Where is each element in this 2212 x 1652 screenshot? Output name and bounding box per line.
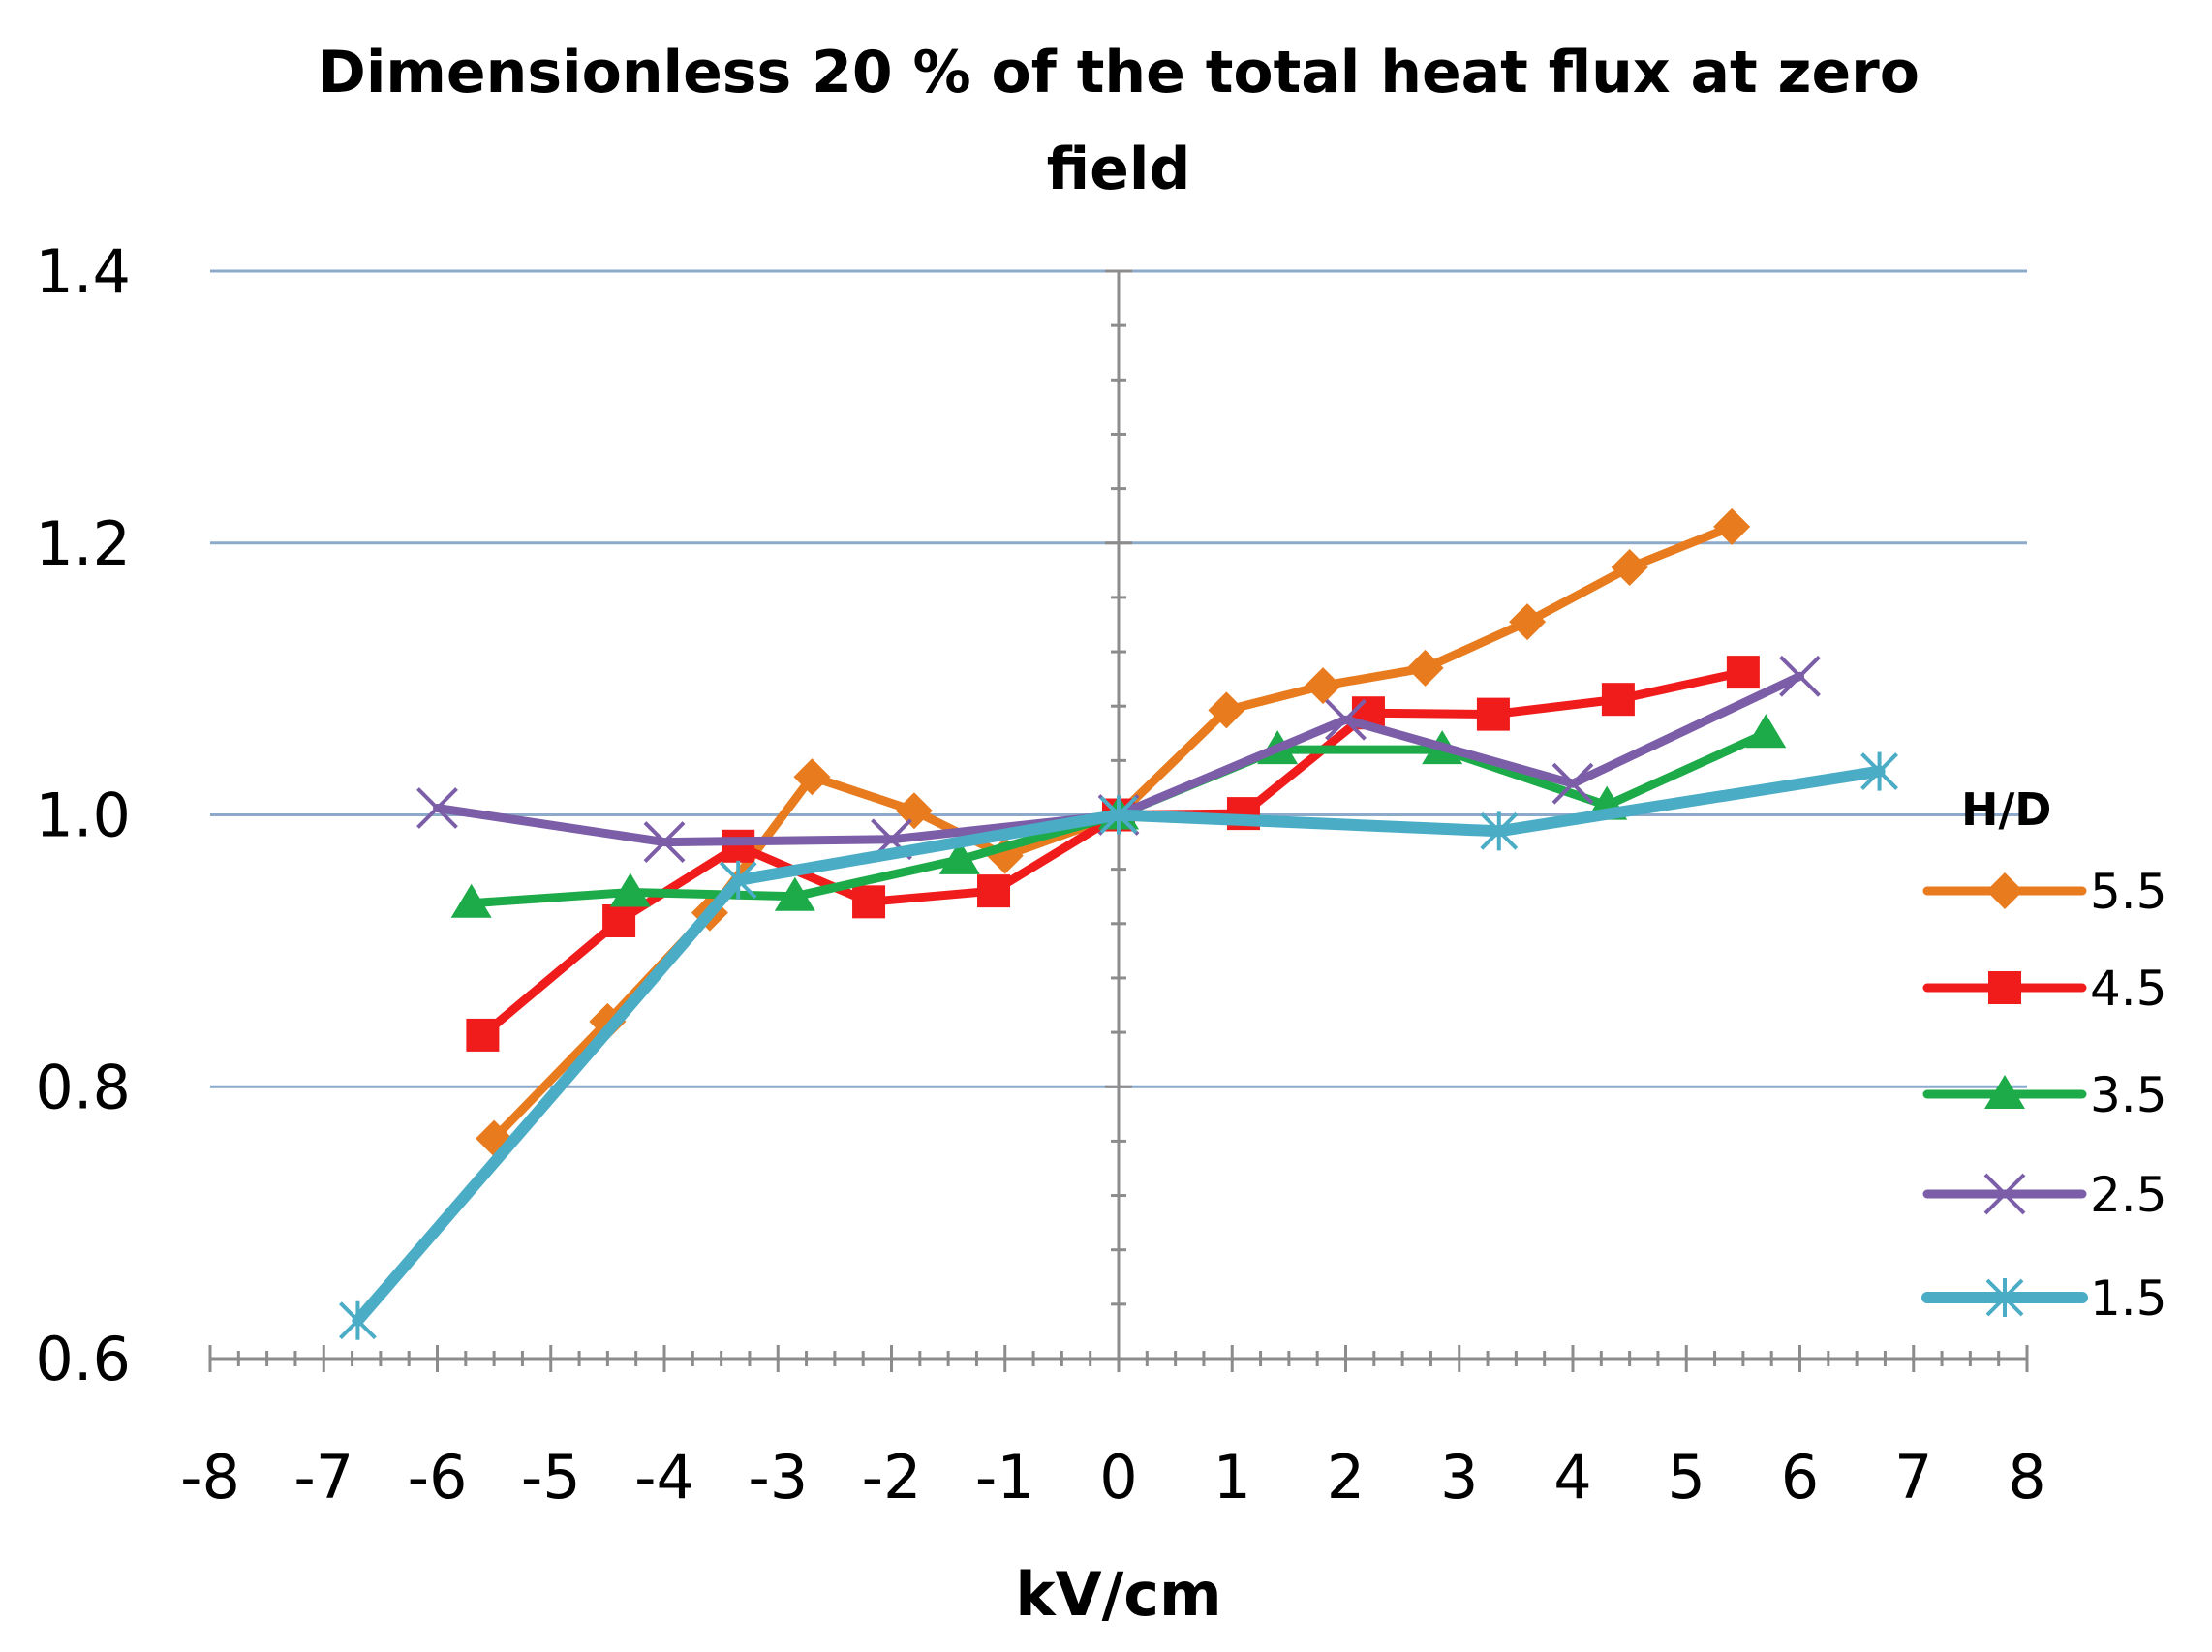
data-point bbox=[1745, 714, 1787, 749]
data-point bbox=[977, 874, 1011, 908]
x-tick-label: -8 bbox=[180, 1442, 240, 1513]
legend: H/D 5.5 4.5 3.5 2.5 1.5 bbox=[1921, 783, 2167, 1327]
x-tick-label: 4 bbox=[1553, 1442, 1591, 1513]
data-point bbox=[1713, 507, 1751, 545]
data-point bbox=[1726, 656, 1760, 689]
legend-label: 1.5 bbox=[2090, 1270, 2167, 1327]
y-tick-label: 1.4 bbox=[35, 236, 131, 307]
data-point bbox=[774, 876, 815, 911]
x-tick-label: 3 bbox=[1440, 1442, 1478, 1513]
series-1.5 bbox=[339, 751, 1898, 1340]
x-tick-label: 2 bbox=[1327, 1442, 1365, 1513]
data-point bbox=[722, 829, 755, 863]
legend-label: 5.5 bbox=[2090, 864, 2167, 920]
legend-item-5.5: 5.5 bbox=[1922, 864, 2167, 920]
x-tick-label: 7 bbox=[1894, 1442, 1932, 1513]
legend-marker bbox=[1984, 1075, 2025, 1109]
legend-item-1.5: 1.5 bbox=[1921, 1270, 2167, 1327]
x-tick-label: -7 bbox=[293, 1442, 353, 1513]
data-point bbox=[339, 1300, 377, 1340]
data-point bbox=[1779, 655, 1821, 697]
legend-title: H/D bbox=[1961, 783, 2051, 836]
chart-title: Dimensionless 20 % of the total heat flu… bbox=[318, 39, 1920, 203]
data-point bbox=[466, 1018, 500, 1052]
data-point bbox=[1476, 697, 1510, 731]
legend-marker bbox=[1985, 1278, 2024, 1317]
data-point bbox=[602, 903, 636, 937]
data-point bbox=[643, 821, 686, 863]
data-point bbox=[1509, 603, 1547, 641]
x-tick-label: -4 bbox=[634, 1442, 694, 1513]
x-tick-label: -5 bbox=[521, 1442, 581, 1513]
legend-item-2.5: 2.5 bbox=[1922, 1167, 2167, 1223]
series-line-4.5 bbox=[477, 667, 1748, 1040]
x-tick-label: -1 bbox=[975, 1442, 1035, 1513]
x-tick-label: -2 bbox=[862, 1442, 922, 1513]
y-tick-label: 1.0 bbox=[35, 780, 131, 851]
x-tick-label: 6 bbox=[1781, 1442, 1819, 1513]
data-point bbox=[1208, 691, 1245, 729]
legend-item-3.5: 3.5 bbox=[1922, 1067, 2167, 1123]
axes: -8 -7 -6 -5 -4 -3 -2 -1 0 1 2 3 4 5 6 7 8 0.6 0.8 1.0 1.2 1.4 bbox=[35, 236, 2045, 1513]
data-point bbox=[852, 885, 886, 919]
data-point bbox=[1406, 649, 1444, 687]
chart-title-line-2: field bbox=[1047, 136, 1191, 203]
data-point bbox=[895, 792, 933, 830]
legend-label: 3.5 bbox=[2090, 1067, 2167, 1123]
data-point bbox=[1305, 667, 1342, 705]
y-tick-label: 1.2 bbox=[35, 508, 131, 579]
data-point bbox=[1860, 751, 1898, 791]
legend-label: 2.5 bbox=[2090, 1167, 2167, 1223]
chart-title-line-1: Dimensionless 20 % of the total heat flu… bbox=[318, 39, 1920, 107]
plot-series bbox=[339, 507, 1898, 1340]
legend-marker bbox=[1983, 1173, 2026, 1215]
legend-marker bbox=[1988, 971, 2021, 1004]
series-line-5.5 bbox=[489, 522, 1736, 1144]
series-5.5 bbox=[476, 507, 1751, 1157]
data-point bbox=[1480, 811, 1519, 851]
x-tick-label: 0 bbox=[1099, 1442, 1137, 1513]
x-tick-label: 1 bbox=[1214, 1442, 1251, 1513]
x-tick-label: 5 bbox=[1668, 1442, 1705, 1513]
legend-label: 4.5 bbox=[2090, 961, 2167, 1017]
data-point bbox=[1325, 698, 1367, 741]
y-tick-label: 0.8 bbox=[35, 1052, 131, 1122]
data-point bbox=[416, 787, 458, 829]
data-point bbox=[719, 860, 757, 900]
y-tick-label: 0.6 bbox=[35, 1324, 131, 1394]
data-point bbox=[1099, 795, 1138, 835]
x-axis-label: kV/cm bbox=[1015, 1559, 1221, 1630]
legend-marker bbox=[1986, 872, 2023, 909]
data-point bbox=[793, 758, 831, 796]
data-point bbox=[1551, 762, 1594, 805]
legend-item-4.5: 4.5 bbox=[1922, 961, 2167, 1017]
data-point bbox=[609, 872, 651, 907]
data-point bbox=[1601, 683, 1635, 717]
data-point bbox=[938, 840, 980, 874]
x-tick-label: -3 bbox=[748, 1442, 808, 1513]
x-tick-label: -6 bbox=[408, 1442, 468, 1513]
data-point bbox=[450, 883, 492, 918]
series-4.5 bbox=[466, 656, 1760, 1052]
data-point bbox=[1611, 549, 1648, 587]
x-tick-label: 8 bbox=[2008, 1442, 2045, 1513]
